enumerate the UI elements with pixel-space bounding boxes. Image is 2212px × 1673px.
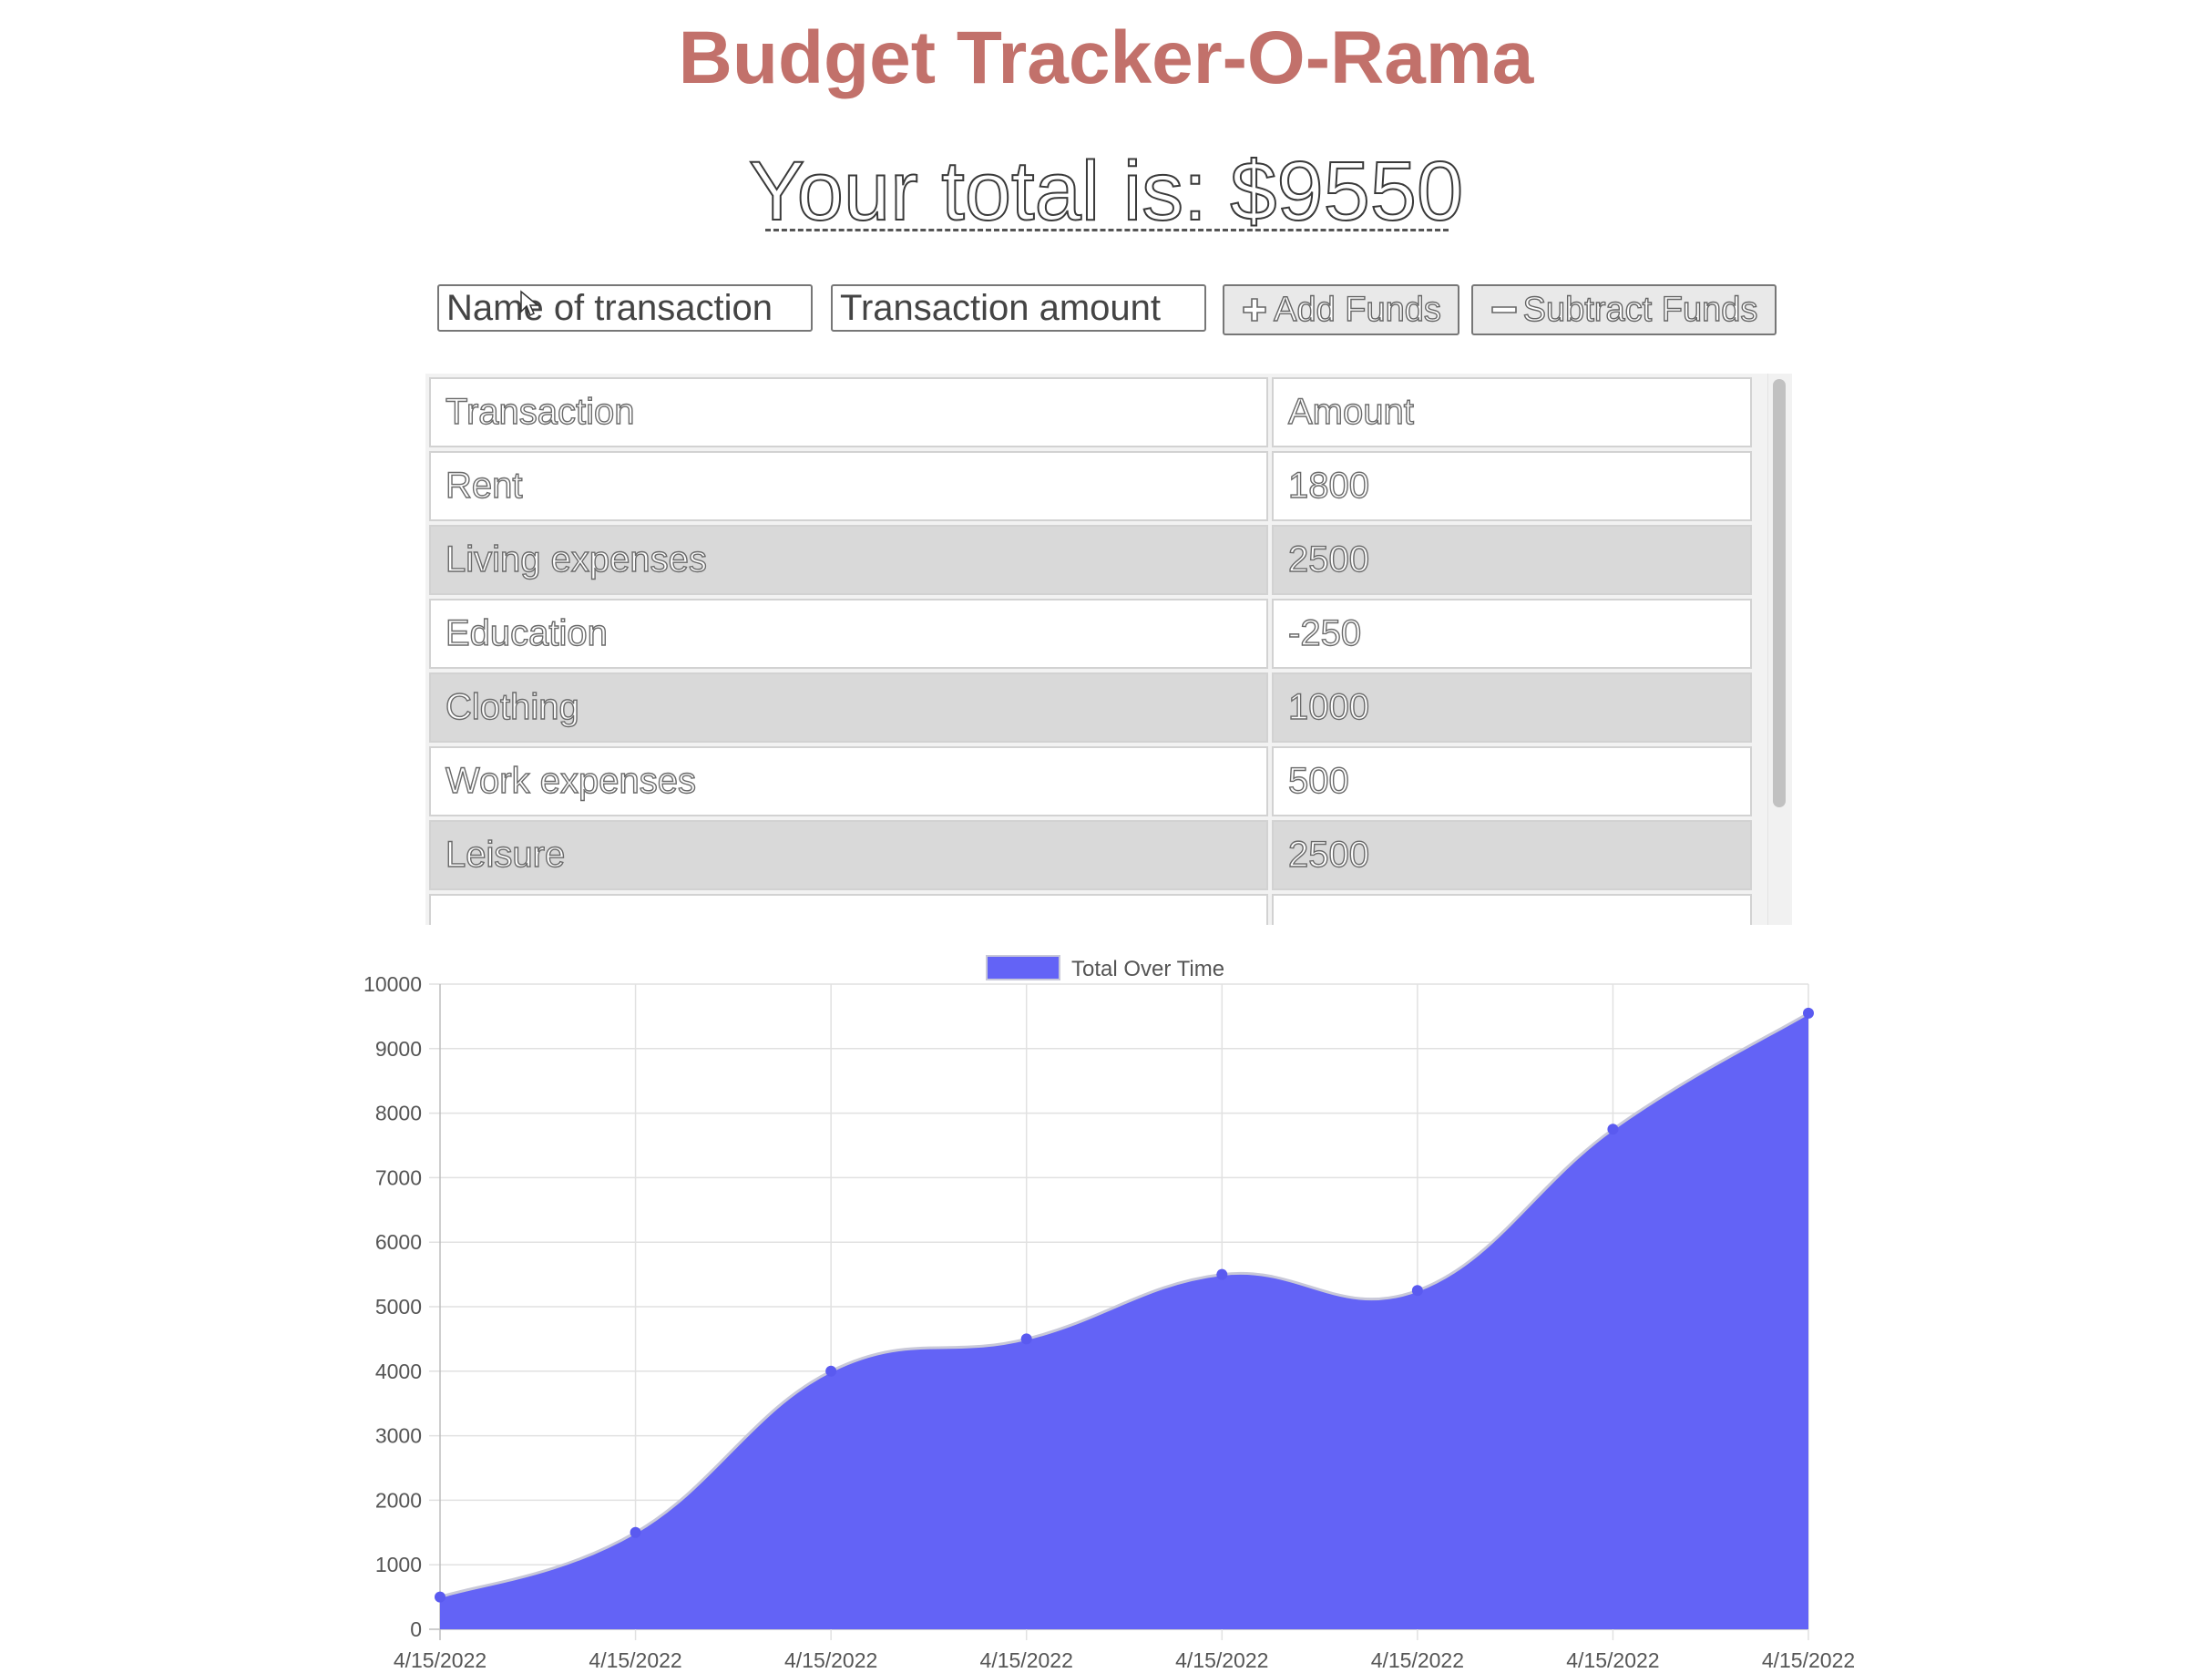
data-point — [435, 1591, 445, 1603]
y-tick-label: 5000 — [375, 1295, 422, 1319]
add-funds-label: Add Funds — [1273, 290, 1441, 329]
subtract-funds-button[interactable]: Subtract Funds — [1471, 284, 1777, 335]
y-tick-label: 3000 — [375, 1424, 422, 1448]
data-point — [1607, 1124, 1619, 1135]
transaction-amount-cell: 500 — [1272, 746, 1752, 816]
data-point — [1020, 1333, 1032, 1345]
y-tick-label: 4000 — [375, 1360, 422, 1383]
chart-legend[interactable]: Total Over Time — [986, 955, 1224, 981]
y-tick-label: 10000 — [364, 972, 422, 996]
transaction-amount-cell: -250 — [1272, 599, 1752, 669]
table-scrollbar[interactable] — [1767, 374, 1790, 925]
table-row: Rent 1800 — [429, 451, 1752, 521]
transaction-name-cell: Rent — [429, 451, 1268, 521]
x-tick-label: 4/15/2022 — [589, 1648, 681, 1672]
data-point — [1216, 1268, 1228, 1280]
y-axis: 0 1000 2000 3000 4000 5000 6000 7000 8000 9000 100… — [364, 972, 422, 1641]
chart-area-layer — [439, 1011, 1809, 1629]
x-tick-label: 4/15/2022 — [1371, 1648, 1464, 1672]
y-tick-label: 0 — [410, 1617, 422, 1641]
table-row: Leisure 2500 — [429, 820, 1752, 890]
legend-label: Total Over Time — [1071, 957, 1224, 981]
transaction-amount-cell: 2500 — [1272, 820, 1752, 890]
mouse-cursor-icon — [520, 290, 540, 317]
minus-icon — [1490, 296, 1518, 323]
table-row: Living expenses 2500 — [429, 525, 1752, 595]
transaction-table-container[interactable]: Transaction Amount Rent 1800 Living expe… — [425, 374, 1792, 925]
table-row: Work expenses 500 — [429, 746, 1752, 816]
app-title: Budget Tracker-O-Rama — [678, 16, 1534, 99]
x-tick-label: 4/15/2022 — [1175, 1648, 1268, 1672]
transaction-name-cell: Education — [429, 599, 1268, 669]
chart-points — [435, 1007, 1814, 1603]
y-tick-label: 6000 — [375, 1230, 422, 1254]
transaction-amount-cell — [1272, 894, 1752, 925]
y-tick-label: 7000 — [375, 1165, 422, 1189]
total-chart: 0 1000 2000 3000 4000 5000 6000 7000 8000 9000 100… — [0, 925, 2212, 1673]
scrollbar-thumb[interactable] — [1773, 379, 1786, 807]
y-tick-label: 1000 — [375, 1553, 422, 1576]
transaction-name-cell — [429, 894, 1268, 925]
table-header-row: Transaction Amount — [429, 377, 1752, 447]
data-point — [1411, 1285, 1423, 1297]
transaction-name-cell: Living expenses — [429, 525, 1268, 595]
transaction-amount-cell: 2500 — [1272, 525, 1752, 595]
transaction-table: Transaction Amount Rent 1800 Living expe… — [425, 374, 1756, 925]
table-row: Clothing 1000 — [429, 672, 1752, 743]
series-area-fill — [440, 1012, 1808, 1629]
table-row: Education -250 — [429, 599, 1752, 669]
transaction-name-input[interactable] — [437, 284, 813, 332]
y-tick-label: 8000 — [375, 1102, 422, 1125]
y-tick-label: 2000 — [375, 1488, 422, 1512]
column-header-transaction: Transaction — [429, 377, 1268, 447]
data-point — [630, 1526, 641, 1538]
series-line — [439, 1011, 1809, 1599]
total-underline — [765, 226, 1449, 231]
transaction-name-cell: Clothing — [429, 672, 1268, 743]
column-header-amount: Amount — [1272, 377, 1752, 447]
transaction-amount-input[interactable] — [831, 284, 1206, 332]
y-tick-label: 9000 — [375, 1037, 422, 1061]
transaction-name-cell: Work expenses — [429, 746, 1268, 816]
x-axis: 4/15/2022 4/15/2022 4/15/2022 4/15/2022 4/15… — [394, 1648, 1855, 1672]
x-tick-label: 4/15/2022 — [784, 1648, 877, 1672]
x-tick-label: 4/15/2022 — [1566, 1648, 1659, 1672]
subtract-funds-label: Subtract Funds — [1522, 290, 1758, 329]
x-tick-label: 4/15/2022 — [394, 1648, 486, 1672]
transaction-name-cell: Leisure — [429, 820, 1268, 890]
total-display: Your total is: $9550 — [748, 144, 1464, 239]
plus-icon — [1241, 296, 1268, 323]
x-tick-label: 4/15/2022 — [980, 1648, 1073, 1672]
add-funds-button[interactable]: Add Funds — [1223, 284, 1459, 335]
transaction-amount-cell: 1800 — [1272, 451, 1752, 521]
legend-swatch — [986, 955, 1060, 980]
transaction-amount-cell: 1000 — [1272, 672, 1752, 743]
chart-svg: 0 1000 2000 3000 4000 5000 6000 7000 8000 9000 100… — [364, 955, 1855, 1672]
x-tick-label: 4/15/2022 — [1762, 1648, 1855, 1672]
table-row — [429, 894, 1752, 925]
data-point — [1803, 1007, 1814, 1019]
data-point — [825, 1365, 837, 1377]
